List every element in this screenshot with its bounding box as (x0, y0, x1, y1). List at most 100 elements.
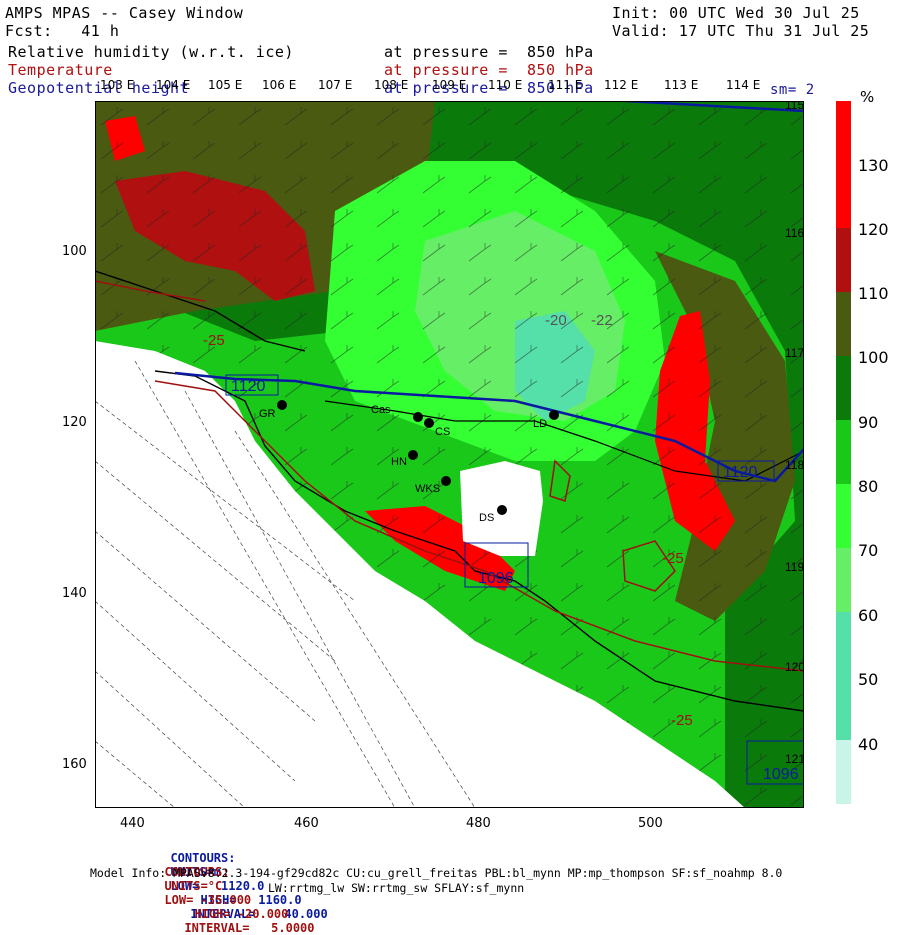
contour-label: 1096 (763, 766, 799, 783)
station-dot (497, 505, 507, 515)
lon-label: 117 E (785, 346, 804, 360)
model-info: Model Info: MPASv8.2.3-194-gf29cd82c CU:… (90, 866, 783, 880)
colorbar-tick: 110 (858, 284, 889, 303)
station-dot (549, 410, 559, 420)
colorbar-tick: 40 (858, 735, 879, 754)
temp-high: HIGH= -20.000 (194, 907, 289, 921)
field-temp-label: Temperature (8, 61, 113, 79)
x-tick-label: 500 (638, 816, 663, 831)
lon-label: 112 E (604, 78, 639, 92)
contour-label: 1120 (723, 464, 758, 481)
lon-label: 106 E (262, 78, 297, 92)
temp-units: UNITS=°C (164, 879, 223, 893)
contour-label: 1096 (478, 570, 514, 587)
colorbar-tick: 70 (858, 541, 879, 560)
colorbar-tick: 120 (858, 220, 889, 239)
height-contour-1120 (174, 371, 804, 483)
height-pressure: at pressure = 850 hPa (384, 79, 594, 97)
contour-label: -25 (671, 712, 693, 729)
height-contours-label: CONTOURS: (170, 851, 236, 865)
station-markers (277, 400, 559, 515)
lon-label: 111 E (548, 78, 583, 92)
y-tick-label: 140 (62, 586, 87, 601)
field-rh-label: Relative humidity (w.r.t. ice) (8, 43, 294, 61)
lon-label: 118 E (785, 458, 804, 472)
colorbar-tick: 130 (858, 156, 889, 175)
colorbar-tick: 100 (858, 348, 889, 367)
lon-label: 114 E (726, 78, 761, 92)
colorbar-tick: 60 (858, 606, 879, 625)
model-info-radiation: LW:rrtmg_lw SW:rrtmg_sw SFLAY:sf_mynn (268, 881, 525, 895)
lon-label: 113 E (664, 78, 699, 92)
colorbar-tick: 80 (858, 477, 879, 496)
lon-label: 110 E (488, 78, 523, 92)
station-dot (441, 476, 451, 486)
lon-label: 103 E (100, 78, 135, 92)
station-label: LD (533, 418, 547, 430)
field-height-label: Geopotential height (8, 79, 190, 97)
lon-label: 115 E (785, 101, 804, 112)
valid-time: Valid: 17 UTC Thu 31 Jul 25 (612, 22, 870, 40)
colorbar-tick: 90 (858, 413, 879, 432)
contour-label-box (746, 740, 804, 785)
station-label: DS (479, 512, 494, 524)
graticule (95, 360, 476, 808)
temperature-contour (549, 459, 571, 502)
y-tick-label: 160 (62, 757, 87, 772)
ice-edge (324, 400, 804, 482)
lon-label: 104 E (156, 78, 191, 92)
rh-pressure: at pressure = 850 hPa (384, 43, 594, 61)
station-dot (408, 450, 418, 460)
station-dot (413, 412, 423, 422)
lon-label: 108 E (374, 78, 409, 92)
temperature-contour (95, 280, 206, 302)
lon-label: 119 E (785, 560, 804, 574)
forecast-hour: Fcst: 41 h (5, 22, 120, 40)
y-tick-label: 100 (62, 244, 87, 259)
colorbar-unit: % (860, 88, 875, 106)
temperature-contour (622, 540, 676, 592)
temperature-contour (154, 380, 804, 672)
station-dot (277, 400, 287, 410)
lon-label: 109 E (432, 78, 467, 92)
x-tick-label: 460 (294, 816, 319, 831)
colorbar (836, 101, 851, 808)
contour-label: -20 (545, 312, 567, 329)
contour-label: -25 (662, 550, 684, 567)
coastline-west (95, 270, 306, 352)
temp-interval: INTERVAL= 5.0000 (184, 921, 315, 935)
x-tick-label: 480 (466, 816, 491, 831)
y-tick-label: 120 (62, 415, 87, 430)
station-label: GR (259, 408, 276, 420)
temp-contours-label: CONTOURS: (164, 865, 230, 879)
height-units: UNITS=m (170, 865, 222, 879)
map-canvas: 1120 1120 1096 1096 -25 -25 -25 -20 -22 … (95, 101, 804, 808)
contour-label: -25 (203, 332, 225, 349)
colorbar-tick: 50 (858, 670, 879, 689)
contour-label-box (464, 542, 529, 588)
height-contour (624, 101, 804, 113)
smoothing-label: sm= 2 (770, 82, 815, 98)
temp-pressure: at pressure = 850 hPa (384, 61, 594, 79)
lon-label: 116 E (785, 226, 804, 240)
map-frame (95, 101, 804, 808)
coastline (154, 370, 804, 712)
contour-label: 1120 (231, 378, 266, 395)
contour-label-box (717, 460, 775, 482)
station-dot (424, 418, 434, 428)
temp-low: LOW= -35.000 (164, 893, 252, 907)
station-label: HN (391, 456, 407, 468)
contour-label-box (225, 374, 279, 396)
station-label: CS (435, 426, 450, 438)
station-label: WKS (415, 483, 440, 495)
x-tick-label: 440 (120, 816, 145, 831)
no-data-region (95, 341, 745, 808)
contour-label: -22 (591, 312, 613, 329)
height-low: LOW= 1120.0 (170, 879, 265, 893)
init-time: Init: 00 UTC Wed 30 Jul 25 (612, 4, 860, 22)
map-panel: 1120 1120 1096 1096 -25 -25 -25 -20 -22 … (95, 101, 804, 808)
lon-label: 120 E (785, 660, 804, 674)
lon-label: 105 E (208, 78, 243, 92)
lon-label: 107 E (318, 78, 353, 92)
lon-label: 121 E (785, 752, 804, 766)
